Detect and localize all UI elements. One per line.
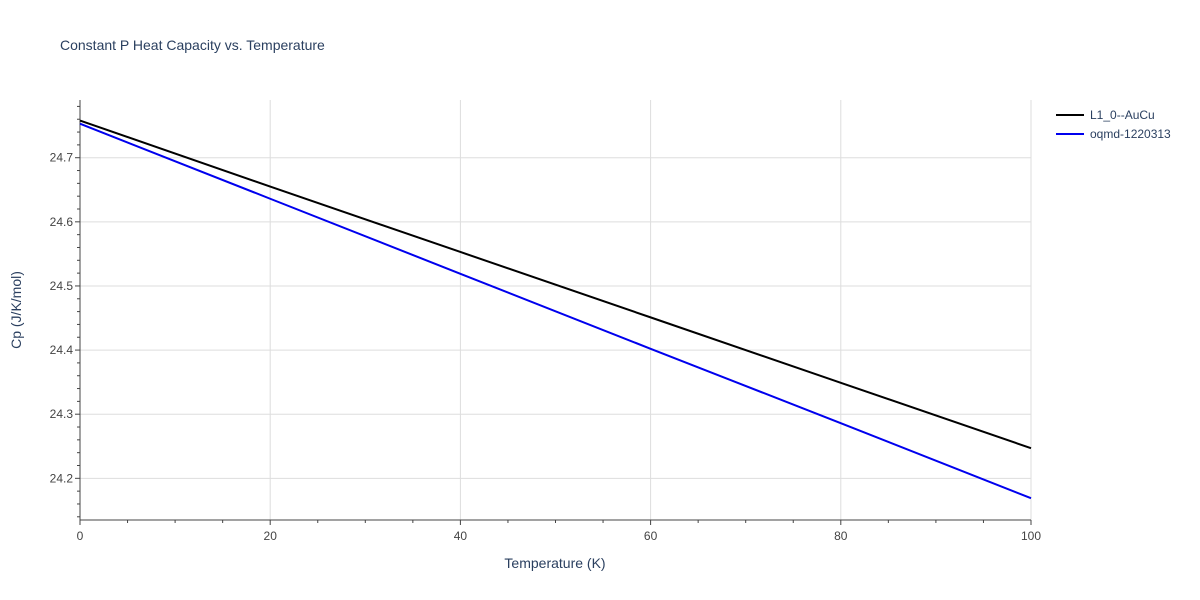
y-tick-label: 24.2 <box>50 471 74 485</box>
y-tick-label: 24.6 <box>50 215 74 229</box>
axes: 0 20 40 60 80 100 24.2 24.3 24.4 24.5 24.6 24.7 <box>50 100 1041 543</box>
x-tick-label: 20 <box>264 529 278 543</box>
chart-title: Constant P Heat Capacity vs. Temperature <box>60 37 325 53</box>
y-tick-label: 24.4 <box>50 343 74 357</box>
legend[interactable]: L1_0--AuCu oqmd-1220313 <box>1056 108 1171 141</box>
series-line-1 <box>79 119 1032 450</box>
y-tick-label: 24.7 <box>50 151 74 165</box>
x-tick-label: 0 <box>77 529 84 543</box>
x-tick-label: 80 <box>834 529 848 543</box>
legend-label: oqmd-1220313 <box>1090 127 1171 141</box>
x-tick-label: 40 <box>454 529 468 543</box>
x-axis-title: Temperature (K) <box>504 555 605 571</box>
y-tick-label: 24.5 <box>50 279 74 293</box>
gridlines <box>80 100 1032 520</box>
x-tick-label: 60 <box>644 529 658 543</box>
x-tick-label: 100 <box>1021 529 1041 543</box>
series-line-2 <box>79 122 1032 500</box>
legend-item-1[interactable]: L1_0--AuCu <box>1056 108 1155 122</box>
legend-label: L1_0--AuCu <box>1090 108 1155 122</box>
series-lines <box>79 119 1032 500</box>
y-axis-title: Cp (J/K/mol) <box>8 271 24 349</box>
legend-item-2[interactable]: oqmd-1220313 <box>1056 127 1171 141</box>
y-tick-label: 24.3 <box>50 407 74 421</box>
